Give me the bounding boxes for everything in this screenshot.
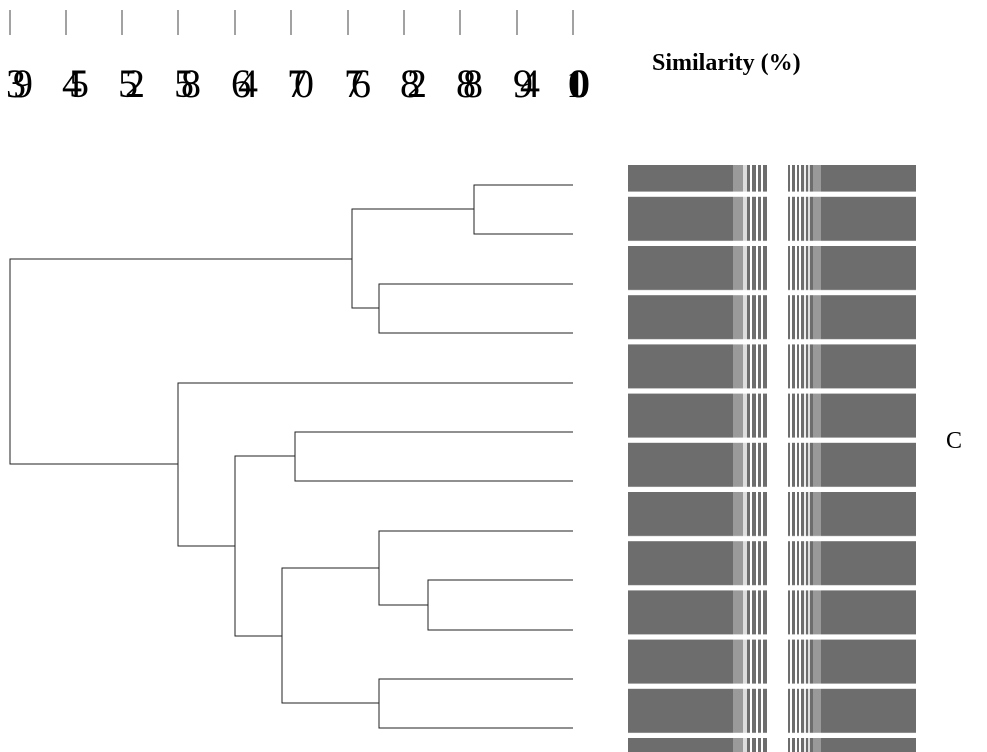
scale-axis: 39 45 52 58 64 70 76 82 88 94 100 <box>6 10 589 106</box>
scale-label: 64 <box>231 61 258 106</box>
scale-label: 76 <box>344 61 370 106</box>
panel-label: C <box>946 428 962 454</box>
scale-label: 94 <box>513 61 540 106</box>
figure: 39 45 52 58 64 70 76 82 88 94 100 Simila… <box>0 0 987 752</box>
dendrogram <box>10 185 573 728</box>
title: Similarity (%) <box>652 50 801 76</box>
gel-lanes <box>628 165 916 752</box>
scale-label: 39 <box>6 61 32 106</box>
scale-label: 58 <box>174 61 200 106</box>
scale-label: 82 <box>400 61 425 106</box>
scale-label: 52 <box>118 61 143 106</box>
scale-label: 70 <box>287 61 313 106</box>
scale-label: 88 <box>456 61 482 106</box>
scale-label: 45 <box>62 61 88 106</box>
scale-label: 100 <box>566 61 589 106</box>
